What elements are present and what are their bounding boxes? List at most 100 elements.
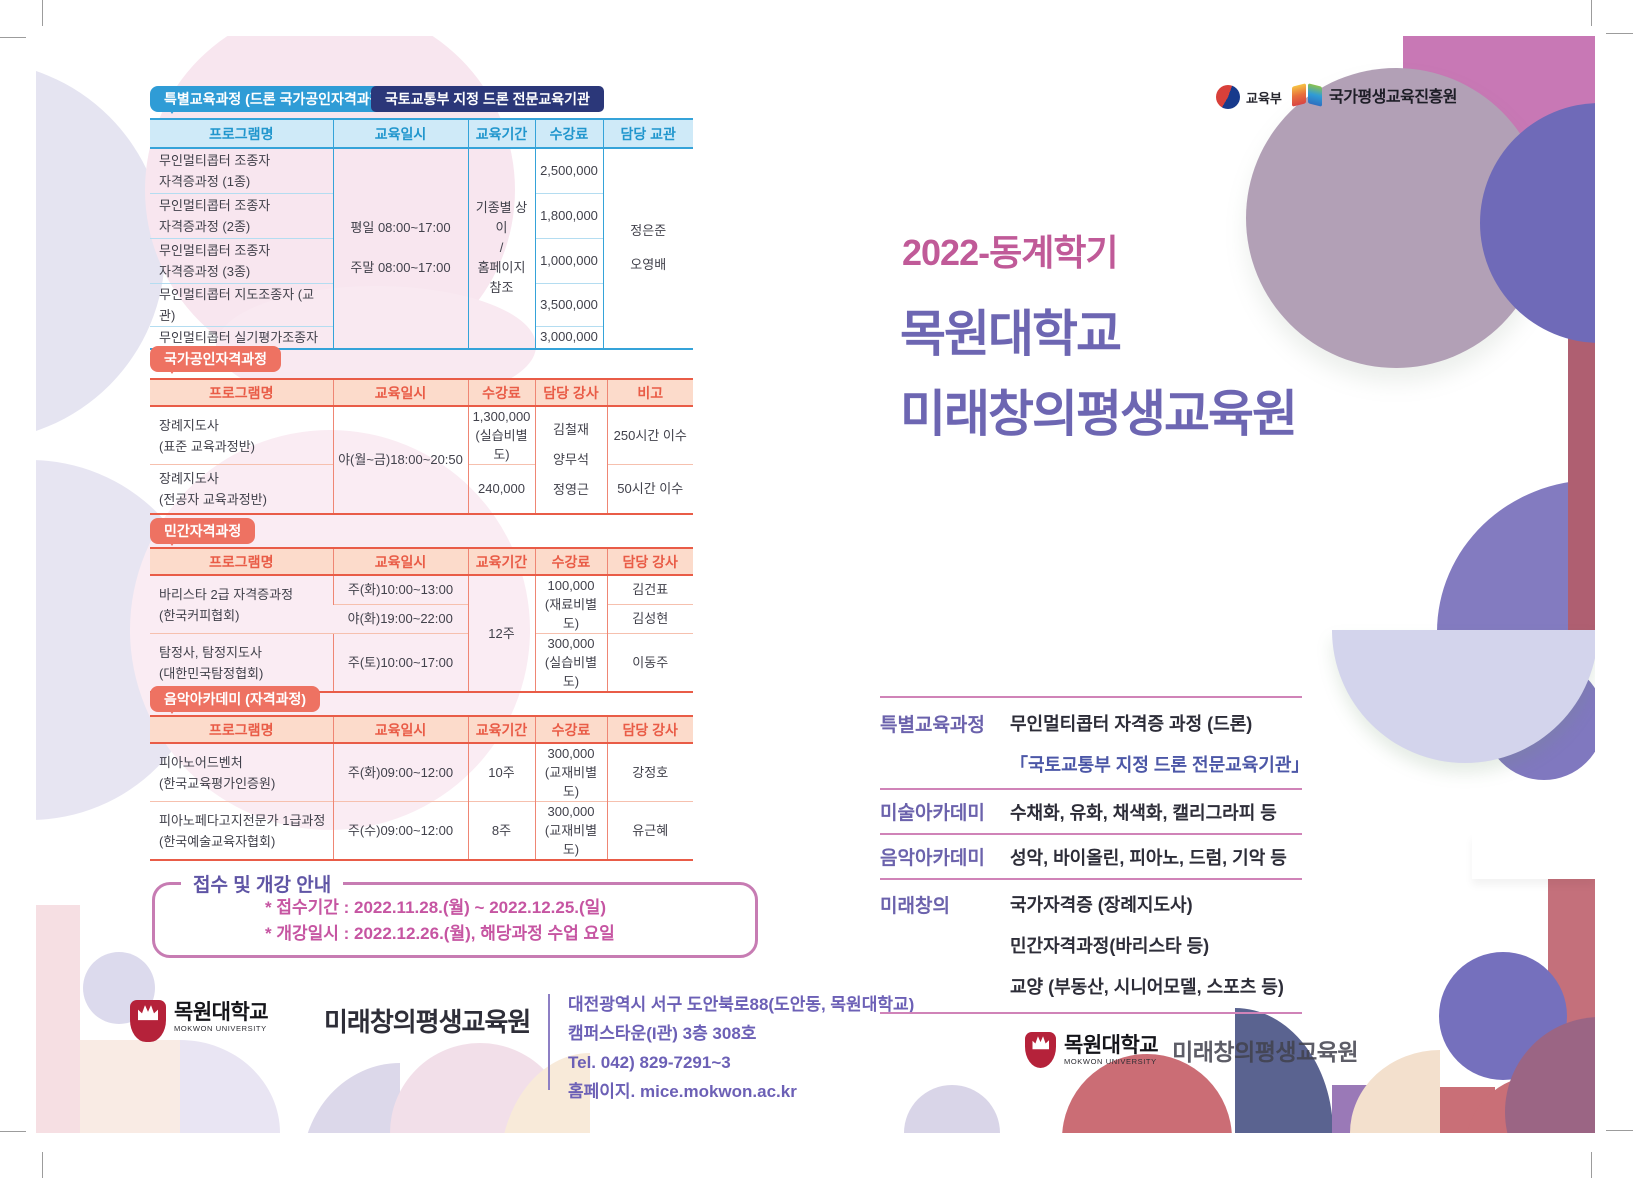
cell-note: 50시간 이수 [606, 464, 693, 514]
crop-mark [42, 1152, 43, 1178]
crown-icon [138, 1005, 158, 1021]
badge-national-cert: 국가공인자격과정 [150, 346, 282, 374]
header-cell: 교육기간 [467, 118, 535, 149]
badge-private-cert: 민간자격과정 [150, 518, 256, 546]
semester-title: 2022-동계학기 [902, 232, 1119, 273]
program-row: 미래창의 국가자격증 (장례지도사) 민간자격과정(바리스타 등) 교양 (부동… [880, 880, 1302, 1014]
header-cell: 프로그램명 [150, 378, 333, 407]
nile-label: 국가평생교육진흥원 [1329, 89, 1457, 106]
table-header-row: 프로그램명 교육일시 수강료 담당 강사 비고 [150, 378, 693, 407]
university-shield-logo [1025, 1032, 1056, 1068]
cell-instructor: 김성현 [606, 603, 693, 634]
cell-instructor: 유근혜 [606, 801, 693, 860]
notice-lines: * 접수기간 : 2022.11.28.(월) ~ 2022.12.25.(일)… [265, 898, 615, 943]
decor-rect [36, 905, 80, 1133]
table-row: 장례지도사 (전공자 교육과정반) 240,000 50시간 이수 [150, 464, 693, 514]
cell-fee: 3,000,000 [534, 325, 603, 349]
program-desc: 성악, 바이올린, 피아노, 드럼, 기악 등 [1010, 848, 1287, 868]
cell-fee: 1,300,000 (실습비별도) [467, 405, 535, 465]
org-name: 미래창의평생교육원 [324, 1007, 531, 1037]
left-footer: 목원대학교 MOKWON UNIVERSITY 미래창의평생교육원 대전광역시 … [130, 992, 914, 1122]
program-line: 국가자격증 (장례지도사) [1010, 895, 1193, 915]
cell-program-name: 무인멀티콥터 실기평가조종자 [150, 325, 333, 349]
program-desc: 무인멀티콥터 자격증 과정 (드론) 「국토교통부 지정 드론 전문교육기관」 [1010, 707, 1310, 777]
cell-fee: 2,500,000 [534, 147, 603, 193]
decor-navy-quarter [1235, 1008, 1333, 1133]
cell-duration: 10주 [467, 742, 535, 802]
cell-duration: 8주 [467, 801, 535, 860]
registration-notice-box: 접수 및 개강 안내 * 접수기간 : 2022.11.28.(월) ~ 202… [152, 870, 758, 958]
cell-note: 250시간 이수 [606, 405, 693, 465]
table-row: 야(화)19:00~22:00 김성현 [150, 603, 693, 634]
university-shield-logo [130, 1000, 166, 1042]
program-label: 미술아카데미 [880, 803, 985, 824]
cell-program-name: 피아노어드벤처 (한국교육평가인증원) [150, 742, 333, 802]
program-line: 민간자격과정(바리스타 등) [1010, 936, 1210, 956]
crop-mark [1606, 33, 1633, 34]
national-cert-table: 프로그램명 교육일시 수강료 담당 강사 비고 장례지도사 (표준 교육과정반) … [150, 378, 693, 515]
cell-schedule: 야(월~금)18:00~20:50 [332, 405, 468, 514]
badge-gov-designation: 국토교통부 지정 드론 전문교육기관 [371, 86, 604, 112]
cell-program-name: 바리스타 2급 자격증과정 (한국커피협회) [150, 574, 333, 634]
table-row: 피아노페다고지전문가 1급과정 (한국예술교육자협회) 주(수)09:00~12:… [150, 801, 693, 860]
header-cell: 프로그램명 [150, 547, 333, 576]
table-row: 무인멀티콥터 조종자 자격증과정 (1종) 평일 08:00~17:00 주말 08… [150, 147, 693, 349]
table-row: 피아노어드벤처 (한국교육평가인증원) 주(화)09:00~12:00 10주 3… [150, 742, 693, 802]
header-cell: 수강료 [534, 547, 607, 576]
university-name-en: MOKWON UNIVERSITY [174, 1024, 267, 1033]
header-cell: 교육일시 [332, 118, 468, 149]
crown-icon [1032, 1036, 1049, 1050]
decor-red-bar [1568, 336, 1595, 642]
decor-cream-quarter [1350, 1050, 1440, 1133]
cell-instructor: 강정호 [606, 742, 693, 802]
address-block: 대전광역시 서구 도안북로88(도안동, 목원대학교) 캠퍼스타운(I관) 3층 … [568, 995, 915, 1101]
cell-instructor: 이동주 [606, 633, 693, 692]
private-cert-table: 프로그램명 교육일시 교육기간 수강료 담당 강사 바리스타 2급 자격증과정(… [150, 547, 693, 693]
decor-circle [36, 61, 165, 441]
crop-mark [0, 37, 26, 38]
table-row: 바리스타 2급 자격증과정 (한국커피협회) 주(화)10:00~13:00 12… [150, 574, 693, 692]
program-row: 미술아카데미 수채화, 유화, 채색화, 캘리그라피 등 [880, 790, 1302, 835]
header-cell: 수강료 [467, 378, 535, 407]
header-cell: 교육일시 [332, 715, 468, 744]
crop-mark [1591, 0, 1592, 26]
university-name-block: 목원대학교 MOKWON UNIVERSITY [1064, 1034, 1159, 1066]
header-cell: 담당 강사 [606, 547, 693, 576]
cell-fee: 100,000 (재료비별도) [534, 574, 607, 634]
table-row: 무인멀티콥터 지도조종자 (교관) 3,500,000 [150, 282, 693, 326]
cell-schedule: 주(토)10:00~17:00 [332, 633, 468, 692]
program-label: 특별교육과정 [880, 715, 985, 736]
cell-instructor: 김철재 양무석 정영근 [534, 405, 607, 514]
right-footer-logo: 목원대학교 MOKWON UNIVERSITY 미래창의평생교육원 [1025, 1032, 1359, 1068]
header-cell: 담당 강사 [534, 378, 607, 407]
badge-special-course: 특별교육과정 (드론 국가공인자격과정) [150, 86, 402, 114]
cell-program-name: 무인멀티콥터 조종자 자격증과정 (1종) [150, 147, 333, 193]
cell-instructor: 김건표 [606, 574, 693, 605]
program-row: 음악아카데미 성악, 바이올린, 피아노, 드럼, 기악 등 [880, 835, 1302, 880]
org-name: 미래창의평생교육원 [1172, 1039, 1359, 1065]
table-row: 무인멀티콥터 조종자 자격증과정 (3종) 1,000,000 [150, 237, 693, 283]
music-academy-table: 프로그램명 교육일시 교육기간 수강료 담당 강사 피아노어드벤처 (한국교육평가… [150, 715, 693, 861]
table-row: 장례지도사 (표준 교육과정반) 야(월~금)18:00~20:50 1,300,… [150, 405, 693, 514]
program-desc: 수채화, 유화, 채색화, 캘리그라피 등 [1010, 803, 1277, 823]
cell-program-name: 장례지도사 (전공자 교육과정반) [150, 464, 333, 514]
cell-fee: 300,000 (교재비별도) [534, 801, 607, 860]
program-label: 음악아카데미 [880, 848, 985, 869]
program-line-gov: 「국토교통부 지정 드론 전문교육기관」 [1010, 755, 1310, 775]
cell-schedule: 평일 08:00~17:00 주말 08:00~17:00 [332, 147, 468, 349]
cell-schedule: 야(화)19:00~22:00 [333, 603, 468, 634]
crop-mark [1591, 1152, 1592, 1178]
cell-instructor: 정은준 오영배 [602, 147, 693, 349]
cell-fee: 3,500,000 [534, 282, 603, 326]
university-name: 목원대학교 [174, 1001, 269, 1024]
cell-fee: 300,000 (교재비별도) [534, 742, 607, 802]
header-cell: 수강료 [534, 118, 603, 149]
program-line: 교양 (부동산, 시니어모델, 스포츠 등) [1010, 977, 1284, 997]
cell-program-name: 무인멀티콥터 조종자 자격증과정 (2종) [150, 192, 333, 238]
table-header-row: 프로그램명 교육일시 교육기간 수강료 담당 교관 [150, 118, 693, 149]
cell-program-name: 피아노페다고지전문가 1급과정 (한국예술교육자협회) [150, 801, 333, 860]
header-cell: 교육기간 [467, 547, 535, 576]
footer-divider [548, 994, 550, 1090]
header-cell: 교육일시 [332, 547, 468, 576]
